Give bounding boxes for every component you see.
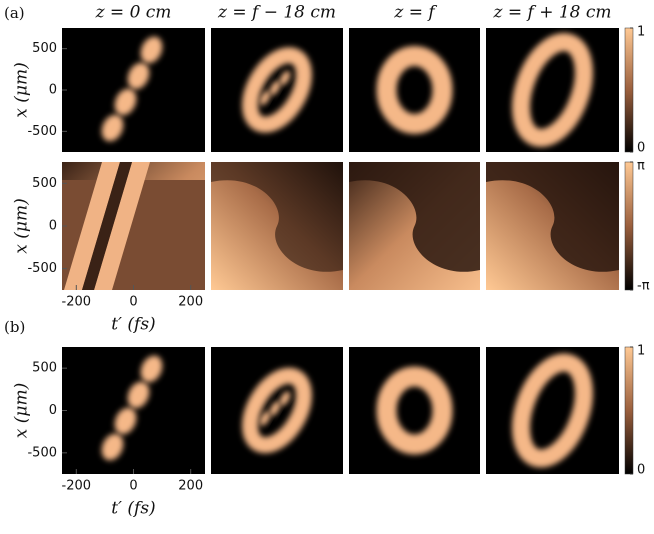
- y-tick-label: 500: [32, 176, 57, 191]
- y-tick-label: -500: [27, 124, 57, 139]
- image-panel: [211, 162, 343, 290]
- y-tick-label: 500: [32, 361, 57, 376]
- column-title: z = 0 cm: [95, 3, 172, 23]
- colorbar-tick-label: 0: [637, 141, 645, 156]
- y-tick-label: 0: [49, 83, 57, 98]
- panel-content: [486, 162, 619, 290]
- panel-label: (a): [4, 4, 25, 22]
- y-tick-label: 0: [49, 219, 57, 234]
- y-tick-label: 0: [49, 403, 57, 418]
- column-title: z = f + 18 cm: [492, 3, 611, 23]
- colorbar: [625, 162, 633, 290]
- y-tick-label: 500: [32, 41, 57, 56]
- x-axis-label: t′ (fs): [111, 499, 155, 519]
- image-panel: [486, 28, 619, 152]
- y-tick-label: -500: [27, 261, 57, 276]
- colorbar-tick-label: 0: [637, 463, 645, 478]
- colorbar-tick-label: 1: [637, 344, 645, 359]
- y-axis-label: x (μm): [12, 383, 32, 438]
- panel-content: [349, 28, 480, 152]
- panel-content: [211, 347, 343, 474]
- panel-content: [486, 347, 619, 474]
- panel-content: [486, 28, 619, 152]
- panel-content: [62, 162, 205, 290]
- y-axis-label: x (μm): [12, 198, 32, 253]
- x-tick-label: 200: [178, 479, 203, 494]
- x-tick-label: 200: [178, 295, 203, 310]
- image-panel: [349, 162, 480, 290]
- image-panel: [486, 162, 619, 290]
- colorbar: [625, 347, 633, 474]
- panel-content: [62, 28, 205, 152]
- x-tick-label: -200: [62, 295, 92, 310]
- y-tick-label: -500: [27, 445, 57, 460]
- colorbar-tick-label: π: [637, 159, 645, 174]
- colorbar: [625, 28, 633, 152]
- figure: (a) (b) z = 0 cm z = f − 18 cm z = f z = f …: [0, 0, 654, 534]
- image-panel: [486, 347, 619, 474]
- intensity-bg: [62, 28, 205, 152]
- panel-content: [211, 162, 343, 290]
- colorbar-tick-label: 1: [637, 25, 645, 40]
- x-tick-label: -200: [62, 479, 92, 494]
- panel-content: [62, 347, 205, 474]
- y-axis-label: x (μm): [12, 62, 32, 117]
- image-panel: [211, 28, 343, 152]
- image-panel: [62, 28, 205, 152]
- x-tick-label: 0: [129, 479, 137, 494]
- column-title: z = f: [393, 3, 437, 23]
- intensity-bg: [349, 347, 480, 474]
- x-axis-label: t′ (fs): [111, 315, 155, 335]
- image-panel: [349, 28, 480, 152]
- panel-content: [349, 347, 480, 474]
- panel-label: (b): [4, 318, 25, 336]
- image-panel: [349, 347, 480, 474]
- image-panel: [211, 347, 343, 474]
- column-title: z = f − 18 cm: [217, 3, 336, 23]
- x-tick-label: 0: [129, 295, 137, 310]
- colorbar-tick-label: -π: [637, 279, 650, 294]
- panel-content: [211, 28, 343, 152]
- image-panel: [62, 162, 205, 290]
- image-panel: [62, 347, 205, 474]
- panel-content: [349, 162, 480, 290]
